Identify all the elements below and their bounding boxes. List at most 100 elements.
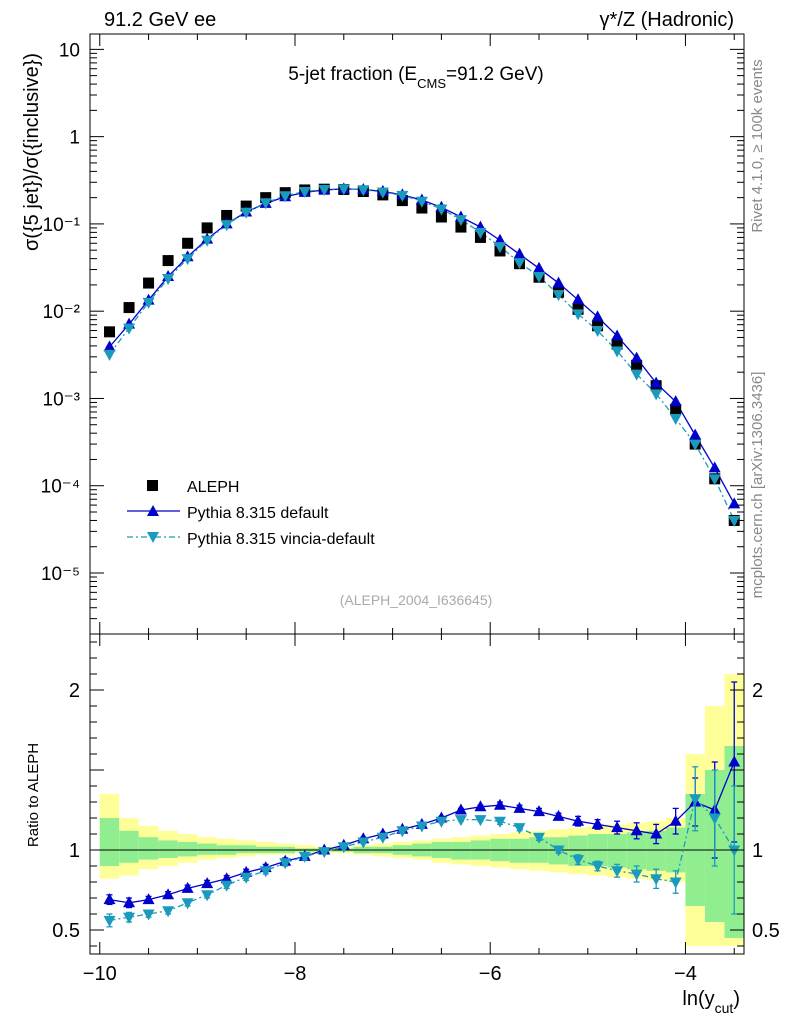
ratio-point-pythia-vincia: [201, 890, 214, 902]
point-aleph: [631, 359, 643, 371]
main-y-tick-label: 10⁻¹: [43, 215, 81, 236]
header-right: γ*/Z (Hadronic): [600, 9, 734, 31]
main-y-tick-label: 10⁻⁴: [41, 477, 80, 498]
point-pythia-vincia: [220, 220, 233, 232]
main-y-tick-label: 10⁻²: [43, 302, 81, 323]
point-pythia-default: [513, 247, 526, 259]
ratio-point-pythia-default: [611, 821, 624, 833]
mcplots-side-text: mcplots.cern.ch [arXiv:1306.3436]: [749, 372, 766, 599]
point-pythia-vincia: [396, 190, 409, 202]
ratio-uncertainty-bands: [99, 674, 744, 946]
ratio-data-marks: [103, 681, 741, 928]
point-pythia-vincia: [435, 204, 448, 216]
ratio-point-pythia-vincia: [162, 906, 175, 918]
point-aleph: [435, 211, 447, 223]
point-pythia-vincia: [591, 326, 604, 338]
point-pythia-vincia: [533, 271, 546, 283]
point-aleph: [416, 202, 428, 214]
ratio-point-pythia-vincia: [415, 821, 428, 833]
axes: −10 −8 −6 −4 10⁻⁵ 10⁻⁴ 10⁻³ 10⁻² 10⁻¹ 1 10 0.5 0.5 1 1…: [41, 34, 780, 985]
ratio-point-pythia-default: [181, 881, 194, 893]
point-pythia-vincia: [337, 184, 350, 196]
point-pythia-vincia: [669, 413, 682, 425]
ratio-point-pythia-default: [123, 896, 136, 908]
x-tick-label: −10: [83, 963, 117, 985]
ratio-y-tick-label-right: 1: [752, 840, 763, 862]
point-pythia-default: [572, 293, 585, 305]
ratio-point-pythia-default: [142, 893, 155, 905]
header-left: 91.2 GeV ee: [104, 9, 216, 31]
point-pythia-vincia: [630, 369, 643, 381]
ratio-point-pythia-default: [201, 877, 214, 889]
point-pythia-vincia: [162, 273, 175, 285]
ratio-point-pythia-default: [474, 800, 487, 812]
ratio-point-pythia-default: [630, 824, 643, 836]
legend: ALEPH Pythia 8.315 default Pythia 8.315 …: [127, 479, 375, 548]
ratio-point-pythia-vincia: [337, 842, 350, 854]
band-green-bin: [119, 830, 139, 863]
legend-marker-aleph: [147, 480, 158, 491]
band-green-bin: [451, 842, 471, 860]
rivet-side-text: Rivet 4.1.0, ≥ 100k events: [749, 59, 766, 232]
ratio-point-pythia-vincia: [474, 815, 487, 827]
ratio-point-pythia-vincia: [552, 845, 565, 857]
ratio-point-pythia-vincia: [298, 851, 311, 863]
ratio-point-pythia-vincia: [123, 912, 136, 924]
ratio-point-pythia-vincia: [181, 898, 194, 910]
point-aleph: [143, 277, 155, 289]
ratio-point-pythia-default: [650, 827, 663, 839]
band-green-bin: [607, 834, 627, 868]
band-green-bin: [158, 840, 178, 858]
band-green-bin: [138, 837, 159, 860]
band-green-bin: [197, 843, 217, 855]
ratio-point-pythia-vincia: [689, 794, 702, 806]
ratio-point-pythia-vincia: [259, 866, 272, 878]
main-y-tick-label: 10⁻³: [43, 389, 81, 410]
main-title: 5-jet fraction (ECMS=91.2 GeV): [288, 64, 543, 91]
point-aleph: [162, 255, 174, 267]
ratio-point-pythia-vincia: [435, 816, 448, 828]
point-pythia-vincia: [454, 215, 467, 227]
point-pythia-vincia: [474, 227, 487, 239]
ratio-point-pythia-vincia: [103, 915, 116, 927]
ratio-point-pythia-vincia: [396, 826, 409, 838]
point-pythia-vincia: [201, 235, 214, 247]
legend-label-default: Pythia 8.315 default: [187, 505, 329, 522]
point-pythia-vincia: [298, 187, 311, 199]
point-aleph: [572, 303, 584, 315]
main-y-tick-label: 10: [59, 40, 80, 61]
ratio-y-tick-label-left: 0.5: [52, 920, 80, 942]
point-pythia-vincia: [552, 290, 565, 302]
ratio-point-pythia-vincia: [591, 861, 604, 873]
ratio-point-pythia-vincia: [611, 866, 624, 878]
ratio-point-pythia-vincia: [142, 909, 155, 921]
band-green-bin: [236, 845, 256, 854]
point-pythia-default: [630, 351, 643, 363]
point-aleph: [182, 237, 194, 249]
band-green-bin: [177, 842, 198, 857]
ratio-point-pythia-vincia: [493, 816, 506, 828]
point-pythia-vincia: [123, 323, 136, 335]
point-pythia-default: [591, 310, 604, 322]
ratio-point-pythia-vincia: [279, 858, 292, 870]
point-aleph: [123, 302, 135, 314]
ratio-y-tick-label-right: 2: [752, 680, 763, 702]
point-pythia-vincia: [611, 346, 624, 358]
band-green-bin: [646, 830, 666, 871]
ratio-point-pythia-default: [162, 888, 175, 900]
point-pythia-default: [493, 233, 506, 245]
ratio-point-pythia-vincia: [220, 880, 233, 892]
point-pythia-vincia: [513, 258, 526, 270]
point-pythia-default: [103, 340, 116, 352]
legend-label-vincia: Pythia 8.315 vincia-default: [187, 531, 375, 548]
point-pythia-vincia: [650, 389, 663, 401]
band-green-bin: [509, 838, 530, 863]
x-axis-label: ln(ycut): [682, 988, 740, 1016]
ratio-point-pythia-default: [728, 755, 741, 767]
band-green-bin: [99, 818, 120, 866]
ratio-point-pythia-default: [572, 814, 585, 826]
main-y-tick-label: 10⁻⁵: [41, 564, 80, 585]
point-pythia-vincia: [240, 207, 253, 219]
point-pythia-vincia: [708, 474, 721, 486]
